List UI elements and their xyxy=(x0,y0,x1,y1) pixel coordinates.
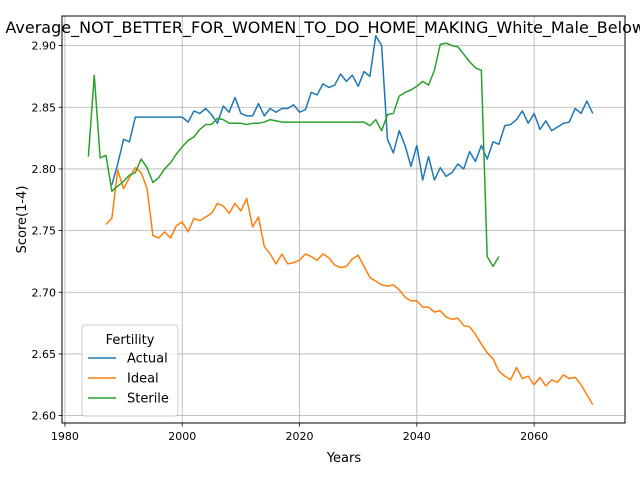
legend-label-actual: Actual xyxy=(127,352,168,367)
y-tick-label: 2.85 xyxy=(32,101,57,114)
series-line-actual xyxy=(111,34,594,186)
legend-label-sterile: Sterile xyxy=(127,392,169,407)
x-tick-label: 1980 xyxy=(51,430,79,443)
legend-box xyxy=(81,324,179,417)
grid-lines xyxy=(62,16,625,423)
y-tick-label: 2.90 xyxy=(32,40,57,53)
series-lines xyxy=(87,34,594,405)
chart-title: Average_NOT_BETTER_FOR_WOMEN_TO_DO_HOME_… xyxy=(5,18,640,38)
x-axis-label: Years xyxy=(326,451,362,466)
x-tick-label: 2040 xyxy=(403,430,431,443)
x-tick-label: 2020 xyxy=(286,430,314,443)
y-axis-label: Score(1-4) xyxy=(15,186,30,254)
legend-items: Actual Ideal Sterile xyxy=(88,352,169,407)
series-line-sterile xyxy=(87,42,500,268)
y-tick-label: 2.60 xyxy=(32,410,57,423)
x-tick-label: 2000 xyxy=(168,430,196,443)
y-tick-label: 2.80 xyxy=(32,163,57,176)
legend-title: Fertility xyxy=(106,333,155,348)
plot-area-frame xyxy=(61,15,626,424)
legend: Fertility Actual Ideal Sterile xyxy=(81,324,179,417)
y-tick-label: 2.75 xyxy=(32,225,57,238)
x-tick-label: 2060 xyxy=(520,430,548,443)
legend-label-ideal: Ideal xyxy=(127,372,159,387)
x-axis-ticks: 1980 2000 2020 2040 2060 xyxy=(51,423,548,443)
series-line-ideal xyxy=(105,166,594,405)
y-axis-ticks: 2.60 2.65 2.70 2.75 2.80 2.85 2.90 xyxy=(32,40,62,423)
y-tick-label: 2.70 xyxy=(32,286,57,299)
y-tick-label: 2.65 xyxy=(32,348,57,361)
